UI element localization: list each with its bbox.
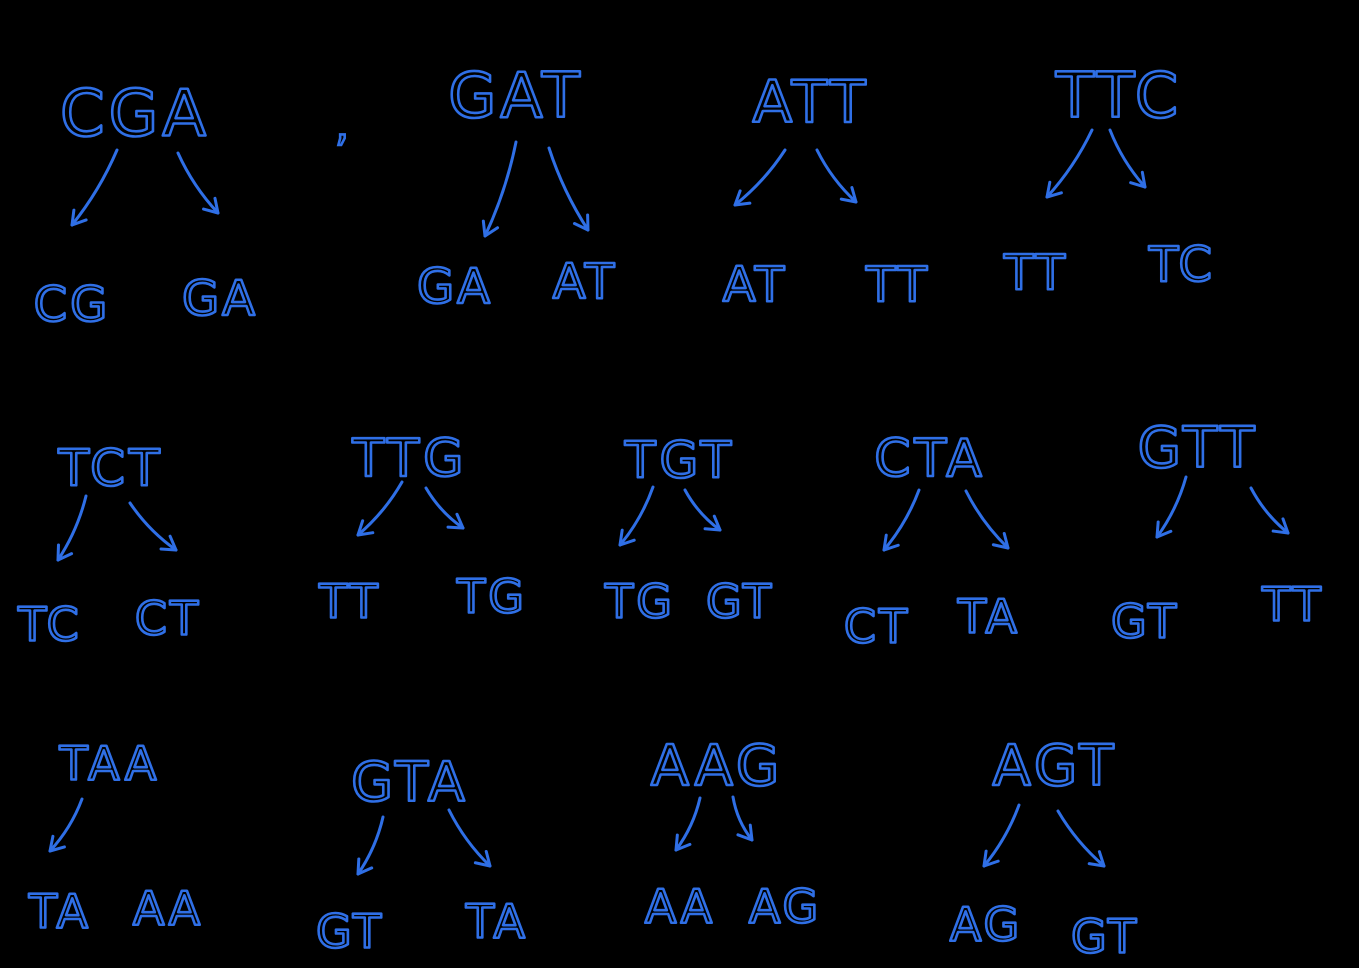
left-child-kmer: CT — [844, 600, 910, 654]
left-arrow — [56, 494, 88, 562]
left-child-kmer: AA — [645, 880, 715, 934]
right-arrow — [547, 146, 590, 232]
left-child-kmer: TA — [28, 885, 91, 939]
kmer-tree: GTA GT TA — [315, 749, 528, 959]
left-arrow — [733, 148, 787, 207]
right-arrow — [1249, 486, 1290, 535]
right-arrow — [424, 486, 465, 530]
kmer-tree: GTT GT TT — [1110, 415, 1323, 650]
kmer-tree: TTC TT TC — [1002, 58, 1215, 303]
left-arrow — [48, 797, 84, 853]
right-child-kmer: GT — [706, 575, 774, 629]
right-child-kmer: GA — [182, 271, 258, 327]
right-arrow — [1108, 128, 1147, 189]
right-child-kmer: AA — [133, 882, 203, 936]
left-arrow — [882, 488, 921, 552]
left-arrow — [982, 803, 1021, 868]
kmer-tree: TAA TA AA — [27, 735, 203, 940]
right-child-kmer: CT — [135, 592, 201, 646]
left-arrow — [1155, 475, 1188, 539]
right-arrow — [731, 795, 754, 842]
kmer-tree: CGA CG GA — [32, 76, 258, 334]
right-child-kmer: TG — [456, 570, 527, 624]
left-child-kmer: AT — [723, 257, 787, 313]
kmer-tree: TGT TG GT — [603, 430, 774, 630]
right-arrow — [1056, 809, 1106, 868]
parent-kmer: CGA — [60, 78, 210, 152]
parent-kmer: TCT — [57, 440, 163, 498]
left-arrow — [674, 796, 702, 852]
left-child-kmer: TG — [604, 575, 675, 629]
parent-kmer: TTG — [352, 429, 468, 489]
kmer-tree: ATT AT TT — [721, 67, 930, 314]
left-arrow — [356, 480, 404, 537]
right-child-kmer: TT — [865, 257, 930, 313]
parent-kmer: GAT — [448, 59, 584, 132]
right-arrow — [447, 808, 492, 868]
parent-kmer: GTT — [1138, 416, 1259, 481]
kmer-tree: AGT AG GT — [949, 733, 1139, 965]
left-child-kmer: TC — [17, 598, 82, 652]
left-arrow — [70, 148, 119, 227]
parent-kmer: ATT — [752, 68, 869, 136]
right-child-kmer: TA — [465, 895, 528, 949]
right-child-kmer: TA — [957, 590, 1020, 644]
kmer-tree: AAG AA AG — [644, 733, 821, 935]
parent-kmer: TTC — [1055, 59, 1182, 132]
separator-comma: , — [335, 100, 349, 151]
left-arrow — [356, 815, 385, 876]
left-child-kmer: GT — [1111, 595, 1179, 649]
right-arrow — [128, 501, 178, 552]
left-child-kmer: TT — [1003, 245, 1068, 301]
right-arrow — [176, 151, 220, 215]
parent-kmer: TAA — [59, 737, 161, 791]
right-child-kmer: TT — [1261, 578, 1323, 632]
kmer-tree: GAT GA AT — [416, 58, 617, 317]
right-arrow — [815, 148, 858, 204]
kmer-tree: TCT TC CT — [16, 438, 201, 653]
right-child-kmer: GT — [1071, 910, 1139, 964]
left-child-kmer: TT — [318, 575, 380, 629]
left-child-kmer: GT — [316, 905, 384, 959]
right-child-kmer: TC — [1148, 237, 1215, 293]
parent-kmer: TGT — [624, 432, 735, 490]
parent-kmer: AAG — [651, 734, 784, 799]
kmer-tree: TTG TT TG — [317, 428, 527, 630]
left-child-kmer: CG — [34, 277, 111, 333]
parent-kmer: GTA — [351, 751, 469, 814]
kmer-tree: CTA CT TA — [843, 428, 1020, 655]
left-arrow — [1045, 128, 1094, 199]
left-child-kmer: AG — [950, 898, 1022, 952]
parent-kmer: AGT — [993, 734, 1118, 799]
right-arrow — [683, 488, 722, 532]
left-arrow — [618, 485, 655, 547]
right-child-kmer: AT — [553, 254, 617, 310]
left-child-kmer: GA — [417, 259, 493, 315]
right-arrow — [964, 489, 1010, 550]
left-arrow — [481, 140, 518, 238]
parent-kmer: CTA — [874, 429, 986, 489]
right-child-kmer: AG — [749, 880, 821, 934]
